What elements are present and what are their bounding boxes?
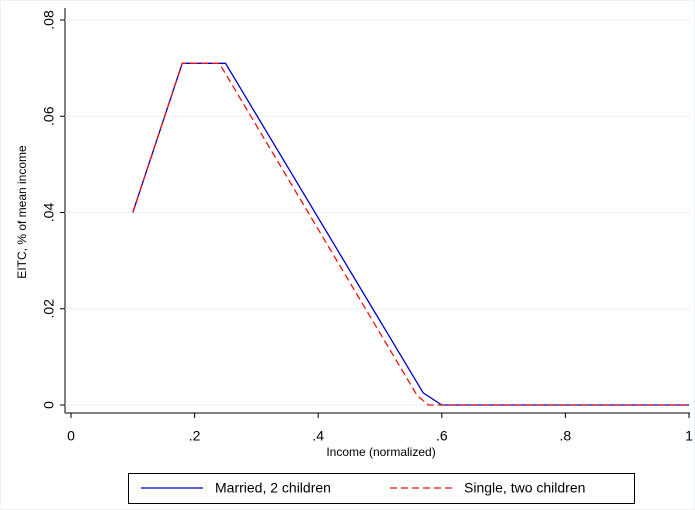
- y-tick-label: 0: [41, 401, 57, 409]
- legend-box: [128, 473, 635, 504]
- x-tick-label: .2: [189, 428, 201, 444]
- x-tick-label: .4: [312, 428, 324, 444]
- x-axis-title: Income (normalized): [326, 445, 435, 459]
- x-tick-label: .8: [560, 428, 572, 444]
- y-tick-label: .08: [41, 10, 57, 30]
- y-tick-label: .02: [41, 299, 57, 319]
- y-tick-label: .06: [41, 106, 57, 126]
- y-axis-title: EITC, % of mean income: [15, 145, 29, 279]
- x-tick-label: .6: [436, 428, 448, 444]
- x-tick-label: 1: [685, 428, 693, 444]
- legend-label: Single, two children: [464, 480, 585, 496]
- series-line: [132, 62, 689, 406]
- legend-label: Married, 2 children: [215, 480, 331, 496]
- x-tick-label: 0: [67, 428, 75, 444]
- y-tick-label: .04: [41, 203, 57, 223]
